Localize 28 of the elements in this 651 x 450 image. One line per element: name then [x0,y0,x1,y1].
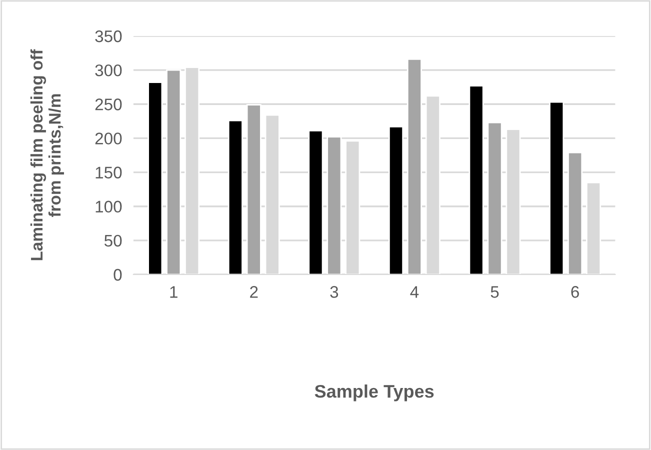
bar [246,104,262,274]
bar [468,85,484,274]
bar [308,130,324,274]
y-tick-label: 350 [95,30,122,42]
bar [549,101,564,274]
y-tick-label: 0 [114,268,122,281]
y-tick-label: 250 [95,98,122,110]
bar [568,152,583,274]
x-tick-label: 1 [170,286,178,298]
y-axis-title: Laminating film peeling off from prints,N/m [30,49,64,260]
x-tick-label: 5 [490,286,499,298]
y-tick-label: 50 [104,234,122,247]
x-tick-label: 4 [410,286,419,298]
bar [228,120,243,274]
x-axis-title: Sample Types [314,384,434,402]
bar [406,58,422,274]
bar [487,122,502,274]
y-tick-label: 300 [95,64,122,76]
y-tick-label: 150 [96,166,122,178]
bar [166,69,182,274]
y-tick-label: 200 [95,132,122,144]
bar [388,126,404,274]
x-tick-label: 2 [250,286,258,298]
bar [326,136,342,274]
y-tick-label: 100 [96,200,122,213]
bar [148,82,163,274]
x-tick-label: 6 [571,286,579,298]
x-tick-label: 3 [330,286,338,298]
